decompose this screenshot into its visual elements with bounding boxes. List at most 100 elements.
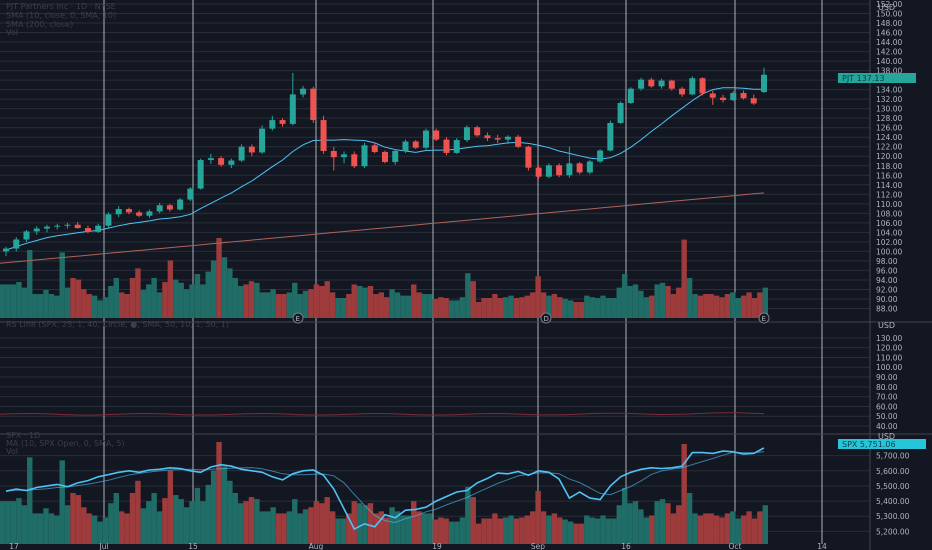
volume-bar xyxy=(540,292,547,318)
candle-body xyxy=(597,150,604,162)
price-tick-label: 152.00 xyxy=(876,0,902,9)
spx-volume-bar xyxy=(151,493,157,544)
price-axis: 88.0090.0092.0094.0096.0098.00100.00102.… xyxy=(876,0,910,536)
candle-body xyxy=(248,146,255,153)
spx-volume-bar xyxy=(492,513,498,544)
candle-body xyxy=(156,205,163,212)
spx-volume-bar xyxy=(535,490,541,544)
spx-volume-bar xyxy=(594,518,601,544)
spx-volume-bar xyxy=(421,513,428,544)
spx-volume-bar xyxy=(189,501,195,544)
candle-body xyxy=(668,80,675,89)
spx-ma-line xyxy=(5,451,765,524)
spx-volume-bar xyxy=(627,503,633,544)
spx-volume-bar xyxy=(232,493,238,544)
candle-body xyxy=(187,188,194,200)
spx-volume-bar xyxy=(54,515,60,544)
spx-volume-bar xyxy=(340,518,347,544)
spx-volume-bar xyxy=(156,511,163,544)
spx-volume-bar xyxy=(632,501,639,544)
volume-bar xyxy=(329,292,336,318)
price-tick-label: 100.00 xyxy=(876,247,902,256)
price-tick-label: 110.00 xyxy=(876,353,902,362)
spx-volume-bar xyxy=(486,518,493,544)
volume-bar xyxy=(43,290,49,318)
volume-bar xyxy=(535,276,541,318)
candle-body xyxy=(761,74,767,93)
volume-bar xyxy=(378,292,384,318)
spx-volume-bar xyxy=(703,513,709,544)
volume-bar xyxy=(643,297,650,318)
spx-volume-bar xyxy=(162,498,168,544)
event-marker-label: D xyxy=(544,315,549,323)
volume-bar xyxy=(59,252,65,318)
spx-volume-bar xyxy=(389,507,395,544)
volume-bar xyxy=(37,294,44,318)
volume-bar xyxy=(221,257,228,318)
volume-bar xyxy=(108,286,114,318)
spx-volume-bar xyxy=(292,499,298,544)
spx-volume-bar xyxy=(513,518,520,544)
spx-volume-bar xyxy=(432,519,439,544)
volume-bar xyxy=(411,284,417,318)
volume-bar xyxy=(703,294,709,318)
volume-bar xyxy=(524,295,531,318)
price-tick-label: 70.00 xyxy=(876,393,898,402)
volume-bar xyxy=(486,298,493,318)
event-marker-label: E xyxy=(762,315,766,323)
candle-body xyxy=(709,93,716,98)
candle-body xyxy=(494,138,501,140)
spx-volume-bar xyxy=(681,444,687,544)
spx-volume-bar xyxy=(248,497,255,544)
candle-body xyxy=(627,88,634,103)
volume-bar xyxy=(519,297,525,318)
volume-bar xyxy=(751,298,758,318)
candle-body xyxy=(658,80,665,87)
volume-bar xyxy=(600,295,606,318)
candlesticks xyxy=(3,67,767,257)
candle-body xyxy=(289,94,296,124)
volume-bar xyxy=(681,239,687,318)
volume-bar xyxy=(659,282,666,318)
candle-body xyxy=(515,136,522,147)
spx-volume-bar xyxy=(227,480,233,544)
volume-bar xyxy=(118,292,125,318)
candle-body xyxy=(607,122,614,151)
spx-volume-bar xyxy=(659,499,666,544)
price-tick-label: 110.00 xyxy=(876,200,902,209)
currency-label-2: USD xyxy=(878,321,895,330)
spx-volume-bar xyxy=(265,511,271,544)
candle-body xyxy=(23,231,30,240)
vol-legend: Vol xyxy=(6,28,18,37)
price-tick-label: 112.00 xyxy=(876,190,902,199)
price-tick-label: 96.00 xyxy=(876,266,898,275)
volume-bar xyxy=(638,290,644,318)
spx-volume-bar xyxy=(573,523,579,544)
spx-volume-bar xyxy=(670,513,677,544)
volume-bar xyxy=(676,287,682,318)
volume-bar xyxy=(178,282,184,318)
event-marker xyxy=(292,312,304,324)
spx-volume-bar xyxy=(546,515,552,544)
sma200-legend: SMA (200, close) xyxy=(6,20,73,29)
spx-volume-bar xyxy=(178,499,184,544)
candle-body xyxy=(576,163,583,173)
volume-bar xyxy=(70,278,76,318)
spx-volume-bar xyxy=(243,501,249,544)
spx-volume-bar xyxy=(97,521,103,544)
volume-bar xyxy=(32,294,38,318)
spx-volume-bar xyxy=(757,511,763,544)
candle-body xyxy=(392,151,399,162)
candle-body xyxy=(136,212,143,216)
candle-body xyxy=(43,226,50,229)
price-tick-label: 94.00 xyxy=(876,276,898,285)
spx-volume-bar xyxy=(275,513,282,544)
spx-volume-bar xyxy=(605,518,612,544)
spx-volume-bar xyxy=(27,457,33,544)
spx-volume-bar xyxy=(167,470,174,544)
spx-ma-legend: MA (10, SPX Open, 0, SMA, 5) xyxy=(6,439,125,448)
spx-volume-bar xyxy=(708,513,714,544)
spx-volume-bar xyxy=(481,518,487,544)
volume-bar xyxy=(762,287,768,318)
